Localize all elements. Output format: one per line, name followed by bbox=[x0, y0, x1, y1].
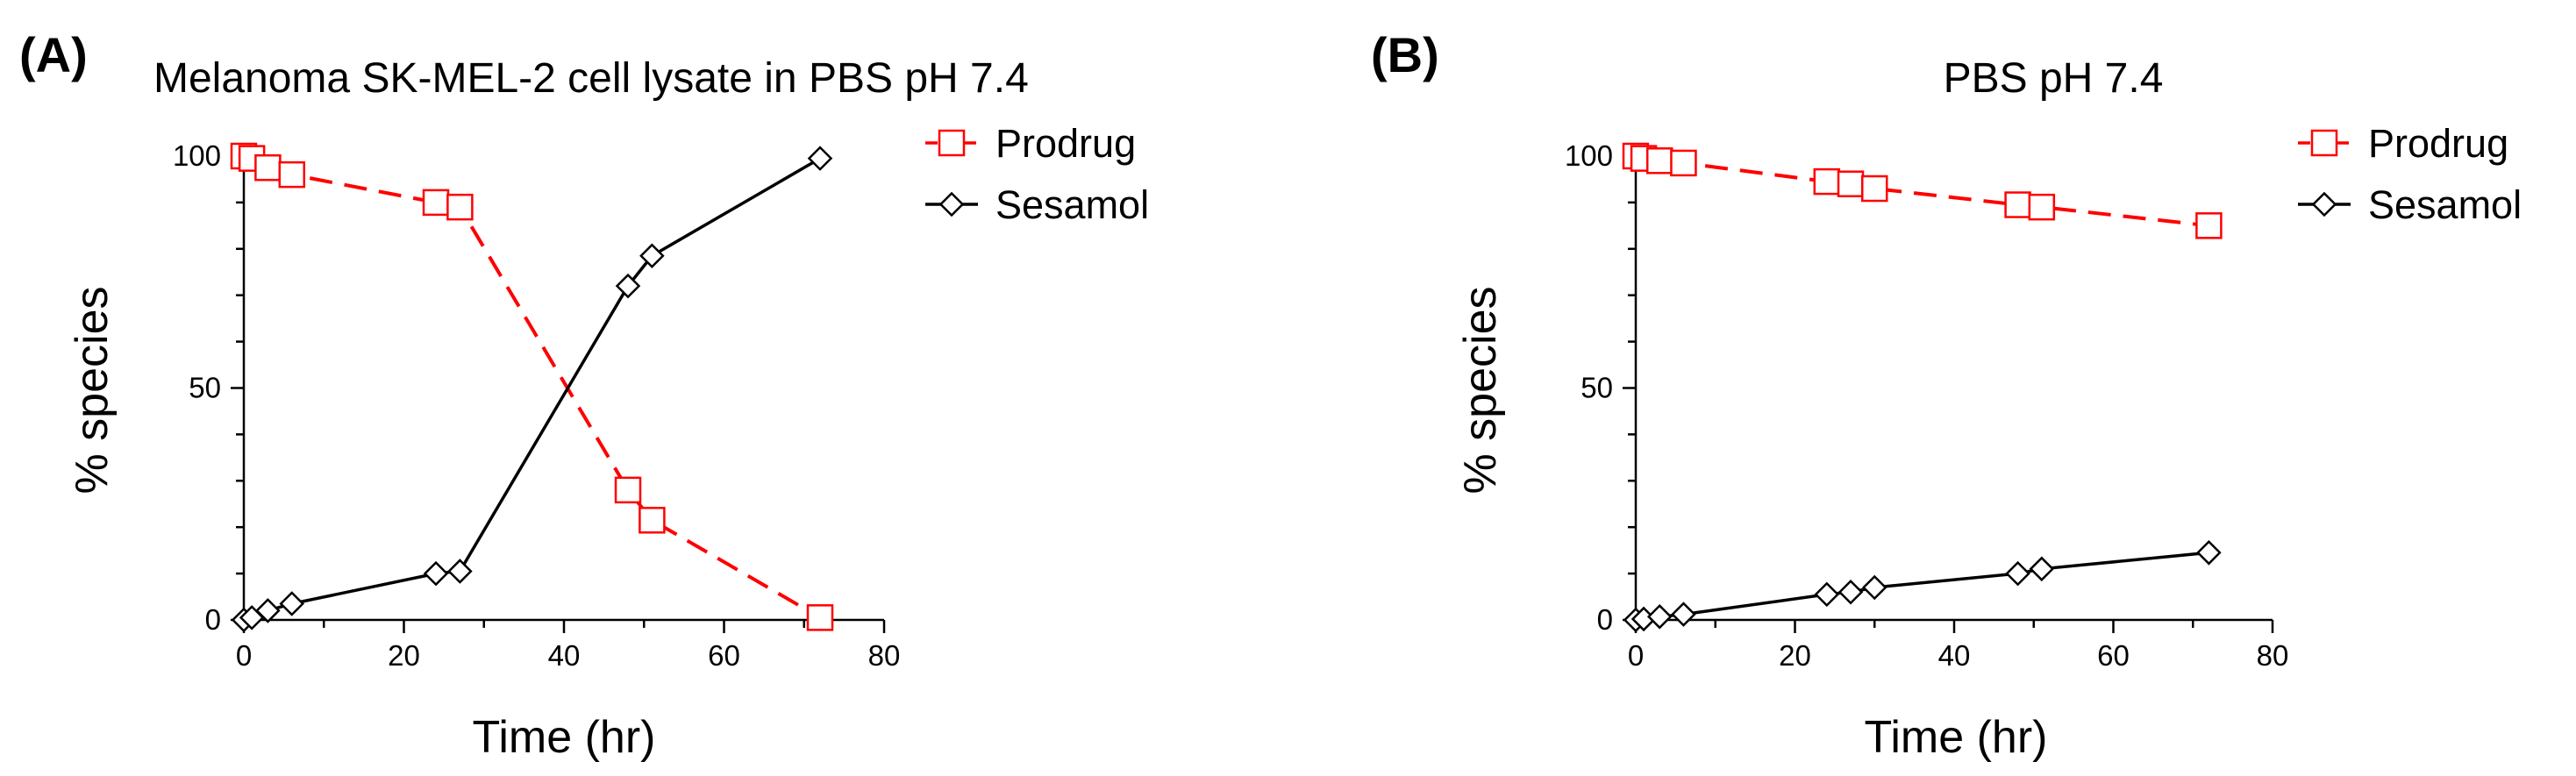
panel-a-prodrug-point bbox=[278, 160, 305, 189]
panel-b-sesamol-line bbox=[1635, 551, 2209, 622]
panel-b-prodrug-point bbox=[2028, 193, 2056, 221]
panel-b-sesamol-point bbox=[1646, 604, 1673, 630]
panel-a-sesamol-point bbox=[807, 146, 833, 171]
panel-b-sesamol-point bbox=[1671, 602, 1696, 627]
panel-b-x-tick-label: 40 bbox=[1938, 639, 1971, 672]
panel-b-sesamol-point bbox=[1861, 574, 1887, 601]
panel-b-prodrug-point bbox=[1645, 147, 1673, 174]
panel-b-y-axis-label: % species bbox=[1455, 287, 1506, 495]
panel-b-x-tick-label: 80 bbox=[2257, 639, 2289, 672]
panel-a: (A) Melanoma SK-MEL-2 cell lysate in PBS … bbox=[19, 27, 1149, 763]
panel-a-prodrug-point bbox=[639, 507, 666, 534]
panel-b-sesamol-point bbox=[2005, 560, 2030, 587]
panel-a-series-sesamol bbox=[231, 146, 833, 633]
panel-b-legend-prodrug-label: Prodrug bbox=[2368, 121, 2508, 166]
panel-a-y-tick-label: 0 bbox=[205, 603, 221, 636]
panel-b-y-tick-label: 0 bbox=[1597, 603, 1613, 636]
panel-a-x-tick-label: 80 bbox=[868, 639, 901, 672]
panel-a-sesamol-point bbox=[615, 273, 641, 299]
panel-a-prodrug-point bbox=[806, 604, 834, 631]
panel-b-sesamol-point bbox=[2029, 556, 2055, 582]
panel-b-x-tick-label: 20 bbox=[1779, 639, 1811, 672]
panel-b-y-tick-label: 50 bbox=[1581, 372, 1613, 404]
panel-a-sesamol-point bbox=[639, 243, 665, 269]
panel-a-prodrug-line bbox=[243, 154, 822, 620]
panel-a-x-tick-label: 40 bbox=[548, 639, 581, 672]
panel-b-title: PBS pH 7.4 bbox=[1944, 55, 2164, 102]
panel-b-prodrug-point bbox=[1861, 174, 1888, 203]
panel-a-legend-sesamol-label: Sesamol bbox=[995, 182, 1149, 227]
panel-a-sesamol-line bbox=[243, 157, 821, 622]
panel-a-y-tick-label: 100 bbox=[173, 139, 221, 172]
panel-b-prodrug-point bbox=[1837, 170, 1865, 197]
panel-a-x-tick-label: 60 bbox=[708, 639, 740, 672]
panel-a-x-tick-label: 0 bbox=[236, 639, 252, 672]
panel-b-x-tick-label: 60 bbox=[2097, 639, 2130, 672]
panel-b-series-sesamol bbox=[1623, 540, 2222, 633]
panel-b-y-tick-label: 100 bbox=[1565, 139, 1613, 172]
panel-b-sesamol-point bbox=[2196, 540, 2222, 566]
panel-b: (B) PBS pH 7.4 0 50 100 0 20 40 60 80 Time (hr) % s… bbox=[1371, 27, 2522, 763]
panel-b-legend-prodrug-marker bbox=[2310, 129, 2338, 157]
panel-a-legend-sesamol-marker bbox=[938, 191, 965, 217]
panel-b-sesamol-point bbox=[1837, 579, 1864, 605]
panel-a-sesamol-point bbox=[423, 560, 449, 587]
panel-b-legend-sesamol-label: Sesamol bbox=[2368, 182, 2522, 227]
panel-b-x-axis-label: Time (hr) bbox=[1865, 712, 2048, 763]
panel-a-y-axis-label: % species bbox=[67, 287, 118, 495]
panel-a-y-tick-label: 50 bbox=[189, 372, 221, 404]
panel-a-letter: (A) bbox=[19, 27, 88, 82]
panel-b-prodrug-point bbox=[1670, 149, 1697, 177]
panel-b-x-tick-label: 0 bbox=[1628, 639, 1644, 672]
panel-a-legend-prodrug-label: Prodrug bbox=[995, 121, 1136, 166]
panel-b-series-prodrug bbox=[1622, 142, 2223, 239]
panel-a-prodrug-point bbox=[254, 153, 282, 182]
panel-b-prodrug-line bbox=[1635, 154, 2209, 228]
panel-a-sesamol-point bbox=[447, 559, 473, 584]
panel-a-prodrug-point bbox=[446, 193, 474, 221]
panel-b-legend-sesamol-marker bbox=[2311, 191, 2337, 217]
panel-a-sesamol-point bbox=[279, 591, 305, 616]
panel-a-title: Melanoma SK-MEL-2 cell lysate in PBS pH … bbox=[153, 55, 1029, 102]
panel-a-sesamol-point bbox=[255, 598, 281, 623]
panel-a-legend-prodrug-marker bbox=[938, 129, 966, 157]
panel-b-prodrug-point bbox=[2004, 191, 2031, 218]
panel-b-prodrug-point bbox=[2195, 212, 2223, 239]
panel-a-series-prodrug bbox=[230, 142, 834, 631]
panel-b-sesamol-point bbox=[1814, 581, 1840, 608]
panel-a-x-tick-label: 20 bbox=[388, 639, 420, 672]
panel-b-letter: (B) bbox=[1371, 27, 1439, 82]
panel-a-x-axis-label: Time (hr) bbox=[473, 712, 656, 763]
panel-a-prodrug-point bbox=[422, 189, 450, 217]
panel-b-prodrug-point bbox=[1813, 167, 1841, 196]
panel-a-prodrug-point bbox=[614, 476, 642, 504]
